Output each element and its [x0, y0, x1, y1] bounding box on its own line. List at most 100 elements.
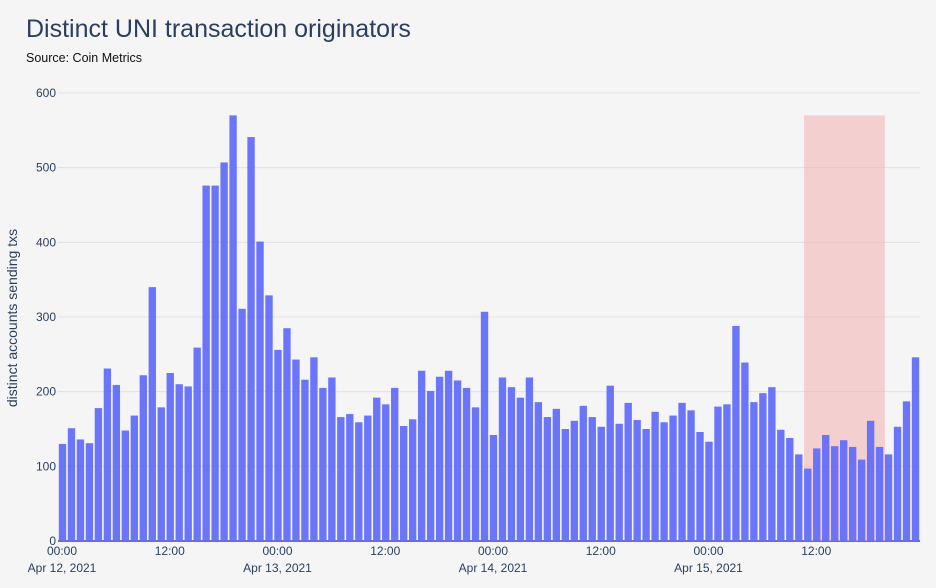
bar	[786, 437, 794, 541]
bar	[696, 431, 704, 541]
bar	[714, 406, 722, 541]
x-tick-label: 00:00	[478, 544, 508, 558]
bar	[741, 362, 749, 541]
bar	[130, 415, 139, 541]
bar	[408, 419, 417, 541]
bar	[319, 387, 327, 541]
bar	[552, 408, 561, 541]
bar	[85, 443, 94, 541]
bar	[184, 386, 192, 541]
bar	[651, 411, 659, 541]
bar	[462, 387, 471, 541]
bar	[489, 434, 498, 541]
x-tick-label: 12:00	[586, 544, 616, 558]
bar	[444, 370, 453, 541]
bar	[857, 459, 866, 541]
y-tick-label: 600	[36, 86, 56, 100]
bar	[732, 325, 740, 541]
bar	[866, 420, 875, 541]
x-tick-label: 12:00	[370, 544, 400, 558]
bar	[795, 454, 803, 541]
bar	[202, 185, 210, 541]
bar	[382, 404, 390, 541]
bar	[355, 422, 363, 541]
bar	[525, 377, 534, 541]
bar	[579, 405, 587, 541]
x-tick-date-label: Apr 13, 2021	[243, 561, 312, 575]
bar	[417, 370, 426, 541]
bar	[588, 417, 596, 541]
bar	[624, 402, 632, 541]
x-tick-date-label: Apr 15, 2021	[674, 561, 743, 575]
bar	[705, 441, 713, 541]
bar	[229, 115, 237, 542]
bar	[157, 407, 165, 541]
y-axis-ticks: 0 100 200 300 400 500 600	[36, 86, 56, 548]
bar	[139, 375, 147, 541]
bar	[391, 387, 399, 541]
bar	[121, 430, 130, 541]
y-tick-label: 500	[36, 161, 56, 175]
bars	[58, 115, 920, 542]
bar	[615, 423, 623, 541]
bar	[346, 414, 354, 541]
bar	[94, 408, 103, 541]
bar	[480, 311, 489, 541]
chart-title: Distinct UNI transaction originators	[26, 15, 411, 43]
bar	[822, 434, 830, 541]
bar	[678, 402, 686, 541]
bar	[839, 440, 848, 541]
bar	[804, 468, 812, 541]
bar	[453, 380, 462, 541]
bar	[76, 439, 85, 541]
x-tick-label: 00:00	[262, 544, 292, 558]
bar	[831, 446, 839, 541]
bar	[723, 404, 731, 541]
bar	[400, 426, 408, 541]
chart-subtitle: Source: Coin Metrics	[26, 51, 143, 65]
bar	[759, 393, 767, 541]
bar	[310, 357, 318, 541]
bar	[777, 429, 785, 541]
bar	[884, 454, 893, 541]
bar	[687, 410, 695, 541]
x-tick-date-label: Apr 12, 2021	[28, 561, 97, 575]
y-tick-label: 200	[36, 385, 56, 399]
bar	[750, 402, 758, 541]
bar	[58, 443, 67, 541]
bar	[669, 415, 677, 541]
bar	[543, 417, 552, 541]
y-tick-label: 300	[36, 310, 56, 324]
bar	[426, 390, 435, 541]
bar	[768, 387, 776, 541]
bar	[364, 415, 372, 541]
bar	[211, 185, 219, 541]
bar	[570, 420, 578, 541]
bar	[848, 446, 857, 541]
bar	[373, 397, 381, 541]
bar	[561, 429, 570, 541]
x-tick-date-label: Apr 14, 2021	[459, 561, 528, 575]
bar	[247, 137, 255, 541]
y-tick-label: 400	[36, 235, 56, 249]
bar	[337, 417, 345, 541]
bar	[265, 295, 273, 541]
bar	[902, 401, 911, 541]
bar	[813, 448, 821, 541]
bar	[516, 397, 525, 541]
y-tick-label: 100	[36, 459, 56, 473]
bar	[283, 328, 291, 541]
x-tick-label: 12:00	[155, 544, 185, 558]
bar	[911, 357, 920, 541]
bar	[642, 429, 650, 541]
bar	[301, 379, 309, 541]
bar	[220, 162, 228, 541]
bar	[256, 241, 264, 541]
bar	[175, 384, 183, 541]
bar	[193, 347, 201, 541]
bar	[597, 426, 605, 541]
bar	[67, 428, 76, 541]
gridlines	[58, 92, 920, 542]
bar	[893, 426, 902, 541]
